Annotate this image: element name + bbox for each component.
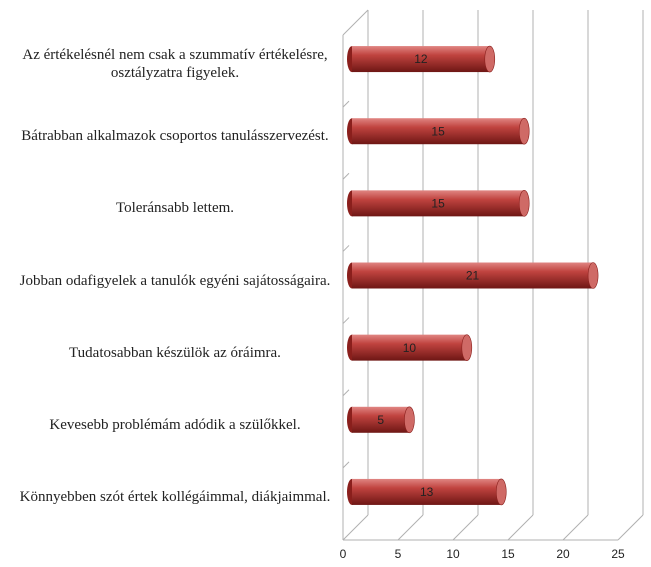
bar-cap bbox=[518, 190, 530, 217]
grid-line bbox=[342, 514, 369, 541]
grid-line bbox=[397, 514, 424, 541]
grid-line bbox=[507, 514, 534, 541]
x-tick-label: 25 bbox=[611, 547, 625, 561]
value-label: 21 bbox=[466, 269, 480, 283]
x-tick-label: 20 bbox=[556, 547, 570, 561]
category-tick bbox=[342, 389, 350, 397]
value-label: 5 bbox=[377, 413, 384, 427]
value-label: 10 bbox=[403, 341, 417, 355]
value-label: 15 bbox=[431, 124, 445, 138]
bar-cap bbox=[495, 478, 507, 506]
category-label: Toleránsabb lettem. bbox=[115, 200, 235, 217]
bar bbox=[352, 262, 594, 289]
bar bbox=[352, 190, 525, 217]
category-label: Tudatosabban készülök az óráimra. bbox=[69, 344, 281, 361]
x-tick-label: 0 bbox=[340, 547, 347, 561]
value-label: 13 bbox=[420, 485, 434, 499]
bar-cap bbox=[518, 117, 530, 145]
bar bbox=[352, 118, 525, 145]
axis-line bbox=[342, 9, 369, 36]
bar bbox=[352, 334, 467, 361]
value-label: 12 bbox=[414, 52, 428, 66]
bar-cap bbox=[461, 334, 473, 361]
bar bbox=[352, 46, 490, 73]
grid-line bbox=[452, 514, 479, 541]
bar bbox=[352, 478, 502, 505]
category-label: Kevesebb problémám adódik a szülőkkel. bbox=[49, 416, 301, 433]
value-label: 15 bbox=[431, 197, 445, 211]
category-tick bbox=[342, 172, 350, 180]
category-label: Könnyebben szót értek kollégáimmal, diák… bbox=[19, 488, 331, 505]
x-tick-label: 5 bbox=[395, 547, 402, 561]
bar-cap bbox=[484, 45, 496, 73]
category-tick bbox=[342, 100, 350, 108]
category-tick bbox=[342, 461, 350, 469]
bar bbox=[352, 406, 410, 433]
category-tick bbox=[342, 245, 350, 252]
category-label: Jobban odafigyelek a tanulók egyéni sajá… bbox=[19, 272, 331, 289]
x-tick-label: 15 bbox=[501, 547, 515, 561]
bar-cap bbox=[404, 406, 415, 434]
grid-line bbox=[617, 514, 644, 541]
category-tick bbox=[342, 317, 350, 324]
category-label: Az értékelésnél nem csak a szummatív ért… bbox=[22, 47, 328, 82]
category-label: Bátrabban alkalmazok csoportos tanulássz… bbox=[21, 128, 329, 145]
bar-cap bbox=[587, 262, 599, 289]
x-tick-label: 10 bbox=[446, 547, 460, 561]
grid-line bbox=[562, 514, 589, 541]
